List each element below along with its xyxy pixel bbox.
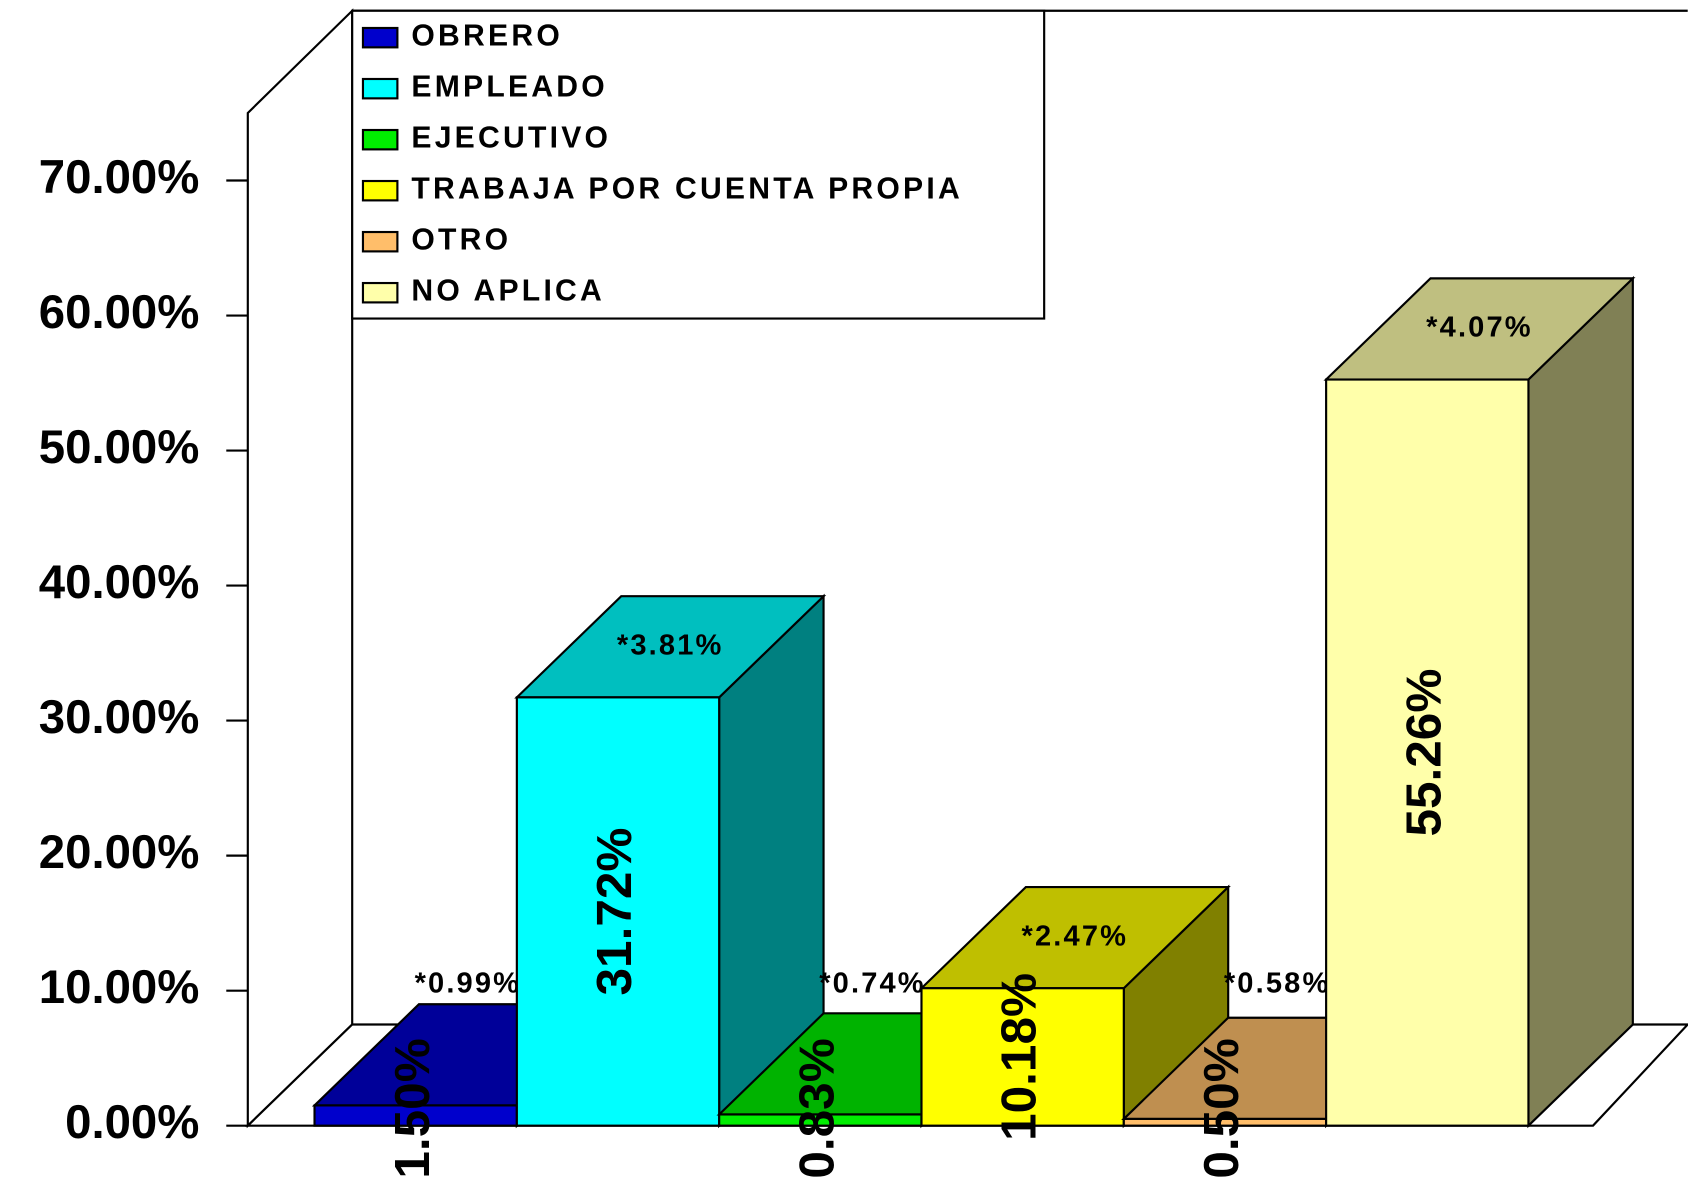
value-label: 0.83%: [789, 1038, 844, 1178]
y-tick-label: 20.00%: [39, 826, 200, 879]
note-label: *3.81%: [617, 629, 724, 661]
legend-label: OBRERO: [411, 20, 563, 53]
legend-swatch: [361, 77, 399, 100]
value-label: 10.18%: [992, 973, 1047, 1141]
value-label: 0.50%: [1194, 1038, 1249, 1178]
legend-swatch: [361, 128, 399, 151]
y-tick-label: 10.00%: [39, 961, 200, 1014]
legend-swatch: [361, 179, 399, 202]
legend-label: OTRO: [411, 224, 511, 257]
y-tick-label: 0.00%: [65, 1096, 199, 1149]
bar: [514, 593, 827, 1129]
note-label: *2.47%: [1022, 920, 1129, 952]
value-label: 55.26%: [1396, 669, 1451, 837]
bar: [1323, 275, 1636, 1129]
side-wall: [246, 8, 354, 1129]
legend-box: [351, 9, 1046, 320]
y-tick-label: 50.00%: [39, 421, 200, 474]
legend-label: EMPLEADO: [411, 71, 608, 104]
y-tick-label: 30.00%: [39, 691, 200, 744]
bar-front: [1325, 378, 1530, 1127]
y-tick-label: 60.00%: [39, 286, 200, 339]
legend-label: TRABAJA POR CUENTA PROPIA: [411, 173, 963, 206]
legend-label: EJECUTIVO: [411, 122, 611, 155]
note-label: *0.74%: [819, 967, 926, 999]
legend-swatch: [361, 281, 399, 304]
legend-swatch: [361, 230, 399, 253]
note-label: *0.58%: [1224, 967, 1331, 999]
value-label: 1.50%: [385, 1038, 440, 1178]
legend-swatch: [361, 26, 399, 49]
bar-side: [1527, 275, 1634, 1129]
note-label: *0.99%: [415, 967, 522, 999]
y-tick-label: 40.00%: [39, 556, 200, 609]
bar-front: [920, 987, 1125, 1127]
note-label: *4.07%: [1426, 312, 1533, 344]
value-label: 31.72%: [587, 828, 642, 996]
y-tick-label: 70.00%: [39, 151, 200, 204]
legend-label: NO APLICA: [411, 275, 605, 308]
bar: [918, 884, 1231, 1129]
bar-front: [515, 696, 721, 1127]
